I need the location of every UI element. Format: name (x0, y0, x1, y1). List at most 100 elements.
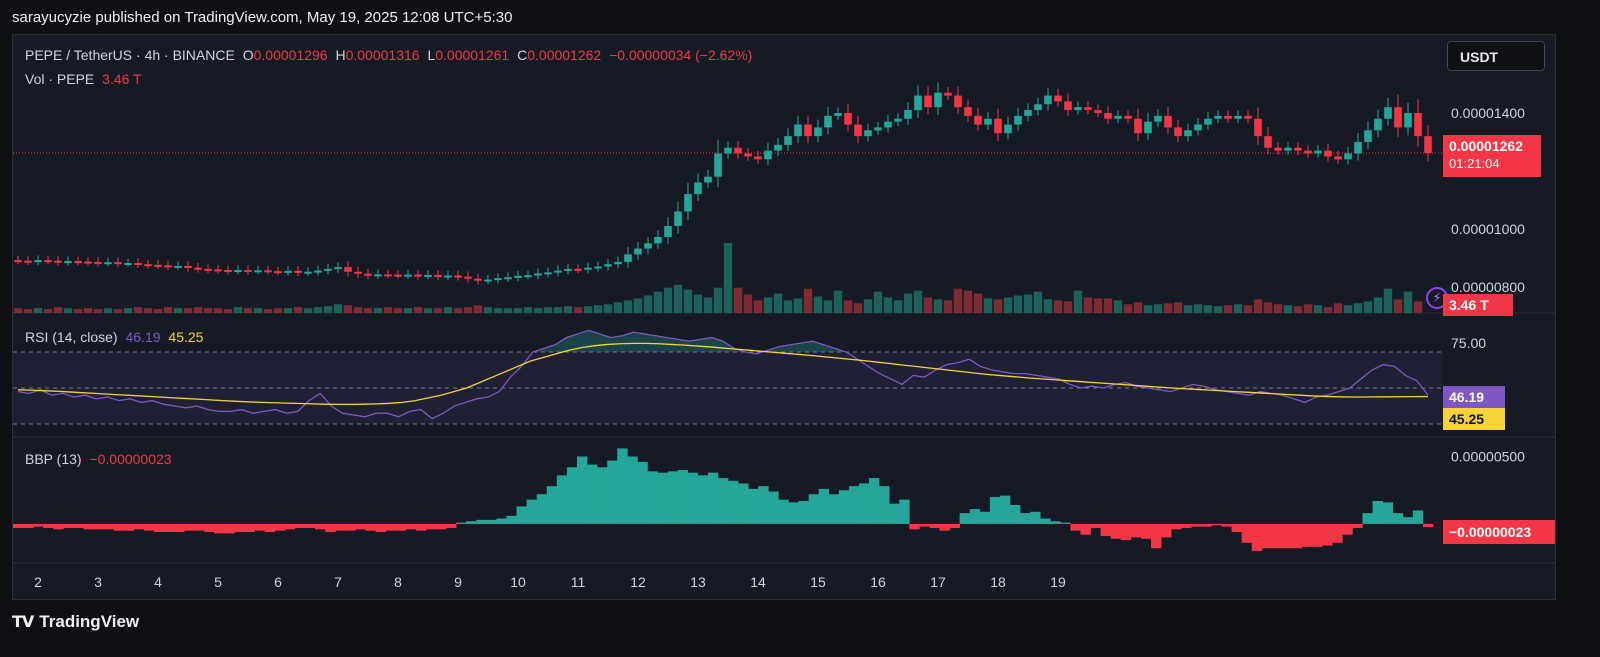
bbp-bar (435, 523, 447, 530)
candle-body (264, 270, 272, 273)
volume-bar (203, 308, 213, 313)
candle (1064, 93, 1072, 117)
candle-body (1194, 124, 1202, 131)
candle (1284, 142, 1292, 155)
candle-body (424, 274, 432, 277)
candle-body (1294, 147, 1302, 151)
candle-body (314, 270, 322, 273)
volume-bar (753, 300, 763, 313)
symbol-label[interactable]: PEPE / TetherUS · 4h · BINANCE (25, 47, 235, 63)
candle (884, 114, 892, 133)
candle (14, 255, 22, 265)
candle-body (1214, 115, 1222, 119)
rsi-ma-tag: 45.25 (1443, 408, 1505, 430)
bbp-axis-label: 0.00000500 (1451, 448, 1525, 464)
candle (1264, 127, 1272, 155)
bbp-bar (103, 523, 115, 530)
bbp-bar (637, 461, 648, 524)
candle (1074, 101, 1082, 115)
currency-button[interactable]: USDT (1447, 41, 1545, 71)
candle-body (1284, 147, 1292, 151)
bbp-bar (597, 467, 608, 524)
candle (814, 119, 822, 143)
volume-bar (373, 308, 383, 313)
rsi-label[interactable]: RSI (14, close) (25, 329, 118, 345)
candle-body (584, 267, 592, 270)
low-value: 0.00001261 (435, 47, 510, 63)
bbp-bar (234, 523, 245, 533)
bbp-bar (1080, 523, 1091, 535)
candle (654, 230, 662, 249)
candle (1394, 94, 1402, 138)
close-label: C (517, 47, 528, 63)
volume-label[interactable]: Vol · PEPE (25, 71, 95, 87)
candle-body (444, 275, 452, 278)
candle-body (344, 267, 352, 272)
candle (34, 255, 42, 266)
chart-canvas[interactable]: 0.00001400 0.00001000 0.00000800 75.00 0.000… (13, 35, 1555, 599)
volume-bar (243, 308, 253, 313)
volume-bar (233, 307, 243, 313)
candle-body (1224, 115, 1232, 119)
volume-bar (953, 288, 963, 313)
bbp-bar (355, 523, 366, 530)
candle (494, 273, 502, 284)
candle (1214, 110, 1222, 124)
candle (614, 256, 622, 269)
published-header: sarayucyzie published on TradingView.com… (12, 9, 513, 26)
candle-body (1344, 153, 1352, 160)
bbp-bar (375, 523, 386, 533)
candle (24, 256, 32, 265)
volume-bar (743, 294, 753, 313)
bbp-bar (989, 496, 1001, 524)
candle (1234, 110, 1242, 124)
bbp-bar (1070, 523, 1081, 531)
bbp-bar (1312, 523, 1323, 547)
candle (1324, 143, 1332, 162)
time-axis-label: 6 (274, 574, 282, 590)
volume-bar (1093, 298, 1103, 313)
candle (594, 261, 602, 272)
candle-body (334, 267, 342, 270)
candle (204, 264, 212, 274)
bbp-bar (415, 523, 427, 531)
candle-body (614, 261, 622, 265)
bbp-bar (969, 509, 981, 524)
volume-bar (523, 307, 533, 313)
bbp-bar (113, 523, 125, 531)
last-price-tag: 0.00001262 01:21:04 (1443, 135, 1541, 177)
volume-bar (1223, 305, 1233, 313)
volume-bar (323, 306, 333, 313)
bbp-bar (778, 499, 789, 524)
candle-body (164, 265, 172, 268)
candle-body (1424, 136, 1432, 153)
candle-body (414, 274, 422, 277)
candle-body (774, 144, 782, 151)
candle-body (1004, 124, 1012, 134)
volume-bar (73, 309, 83, 313)
volume-bar (1303, 304, 1313, 313)
bbp-bar (1352, 523, 1363, 528)
candle (54, 255, 62, 266)
candle-body (1114, 115, 1122, 119)
time-axis-label: 14 (750, 574, 766, 590)
volume-bar (33, 308, 43, 313)
bbp-bar (405, 523, 417, 530)
bbp-bar (999, 495, 1011, 524)
candle (564, 263, 572, 275)
chart-frame[interactable]: 0.00001400 0.00001000 0.00000800 75.00 0.000… (12, 34, 1556, 600)
candle-body (984, 118, 992, 125)
bbp-label[interactable]: BBP (13) (25, 451, 82, 467)
volume-bar (133, 307, 143, 313)
bbp-bar (315, 523, 326, 530)
volume-bar (53, 307, 63, 313)
tradingview-brand[interactable]: 𝗧𝗩 TradingView (12, 612, 139, 632)
volume-bar (173, 308, 183, 313)
candle (64, 256, 72, 266)
volume-bar (393, 308, 403, 313)
candle (584, 262, 592, 274)
bbp-bar (1161, 523, 1172, 538)
candle-body (1264, 136, 1272, 148)
bbp-bar (254, 523, 266, 531)
volume-bar (513, 308, 523, 313)
